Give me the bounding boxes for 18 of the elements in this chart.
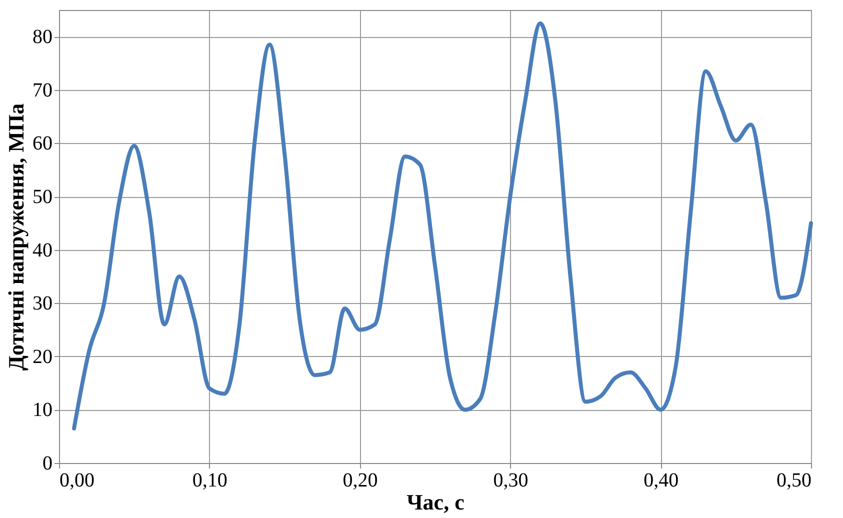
x-tick-label: 0,10	[192, 470, 228, 492]
y-tick-label: 60	[32, 132, 52, 155]
y-tick-label: 80	[32, 26, 52, 48]
y-tick-label: 50	[32, 186, 52, 208]
x-tick-label: 0,20	[342, 470, 378, 492]
line-series	[72, 21, 813, 430]
y-tick-label: 0	[42, 452, 52, 474]
y-tick-label: 70	[32, 79, 52, 102]
y-axis-title: Дотичні напруження, МПа	[4, 103, 28, 371]
x-tick-label: 0,50	[776, 470, 812, 492]
y-tick-label: 30	[32, 292, 52, 315]
y-tick-label: 40	[32, 239, 52, 262]
x-tick-label: 0,40	[644, 470, 679, 492]
y-tick-label: 10	[32, 399, 52, 422]
x-tick-label: 0,30	[493, 470, 528, 492]
x-tick-label: 0,00	[60, 470, 94, 492]
x-axis-title: Час, с	[406, 490, 465, 514]
y-tick-label: 20	[32, 346, 52, 368]
